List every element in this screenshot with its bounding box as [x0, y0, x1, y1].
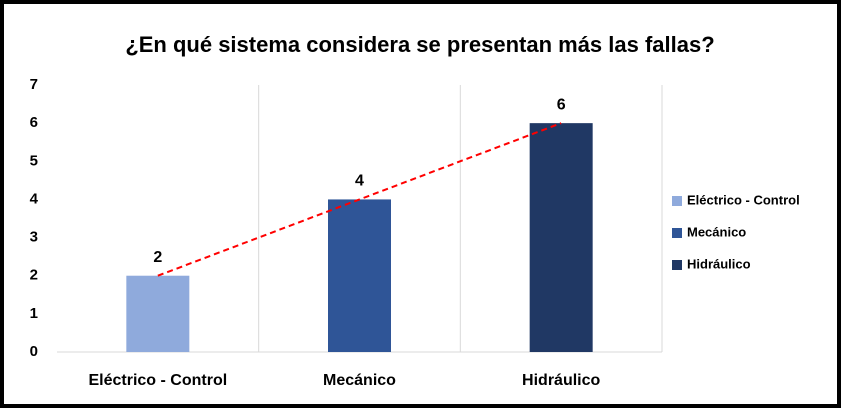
legend-swatch: [672, 228, 682, 238]
x-tick-label: Eléctrico - Control: [88, 372, 227, 389]
bar: [126, 275, 190, 352]
y-tick-label: 0: [30, 343, 38, 360]
chart-title: ¿En qué sistema considera se presentan m…: [125, 32, 714, 57]
bar: [328, 199, 391, 352]
x-tick-label: Mecánico: [323, 372, 396, 389]
legend-label: Mecánico: [687, 224, 746, 239]
data-label: 2: [153, 249, 162, 266]
legend-label: Eléctrico - Control: [687, 192, 800, 207]
trendline: [157, 122, 562, 277]
data-label: 4: [355, 173, 364, 190]
y-tick-label: 6: [30, 114, 38, 131]
y-tick-label: 2: [30, 267, 38, 284]
legend-swatch: [672, 260, 682, 270]
data-label: 6: [557, 96, 566, 113]
x-tick-label: Hidráulico: [522, 372, 600, 389]
y-tick-label: 1: [30, 305, 38, 322]
legend-swatch: [672, 196, 682, 206]
y-tick-label: 7: [30, 76, 38, 93]
y-tick-label: 4: [30, 190, 39, 207]
legend-label: Hidráulico: [687, 256, 751, 271]
y-tick-label: 3: [30, 229, 38, 246]
y-tick-label: 5: [30, 152, 38, 169]
bar: [529, 123, 593, 353]
